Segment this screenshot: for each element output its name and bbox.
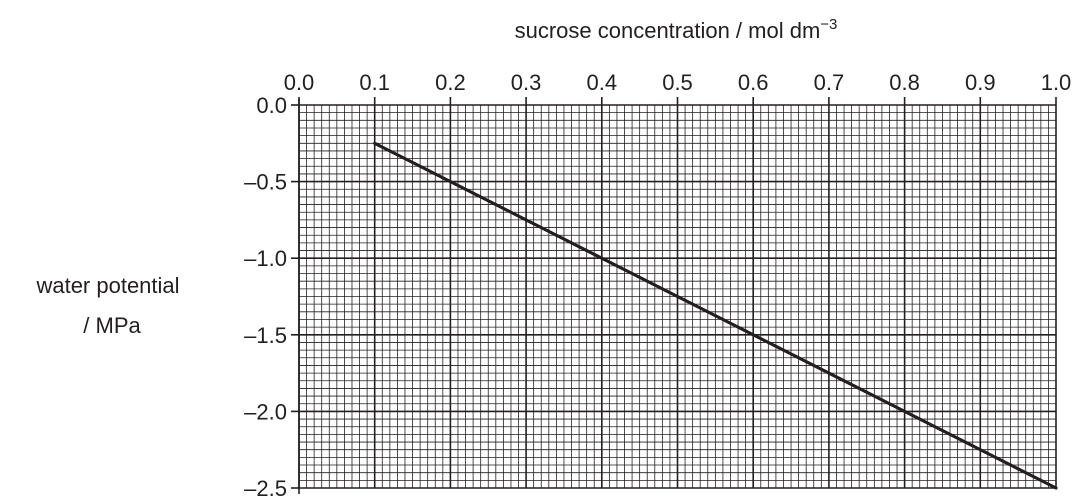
axis-ticks <box>291 97 1057 494</box>
y-tick-label: –1.0 <box>244 246 287 271</box>
x-tick-label: 1.0 <box>1041 70 1072 95</box>
x-tick-label: 0.5 <box>662 70 693 95</box>
y-tick-label: 0.0 <box>256 93 287 118</box>
x-axis-title-text: sucrose concentration / mol dm <box>515 18 821 43</box>
y-tick-labels: 0.0 –0.5 –1.0 –1.5 –2.0 –2.5 <box>244 93 287 501</box>
x-tick-label: 0.1 <box>359 70 390 95</box>
x-tick-label: 0.4 <box>587 70 618 95</box>
x-tick-label: 0.8 <box>889 70 920 95</box>
y-tick-label: –2.0 <box>244 399 287 424</box>
x-tick-label: 0.2 <box>435 70 466 95</box>
x-tick-label: 0.0 <box>284 70 315 95</box>
x-tick-label: 0.6 <box>738 70 769 95</box>
y-axis-title-line-2: / MPa <box>83 313 141 338</box>
y-tick-label: –1.5 <box>244 323 287 348</box>
y-axis-title-line-1: water potential <box>35 273 179 298</box>
y-tick-label: –2.5 <box>244 476 287 501</box>
x-axis-title-superscript: −3 <box>820 16 837 33</box>
data-series <box>373 141 1058 490</box>
x-tick-label: 0.3 <box>511 70 542 95</box>
series-line <box>373 141 1058 490</box>
x-tick-label: 0.7 <box>814 70 845 95</box>
x-axis-title: sucrose concentration / mol dm−3 <box>515 16 838 43</box>
grid-major <box>298 104 1057 489</box>
x-tick-labels: 0.0 0.1 0.2 0.3 0.4 0.5 0.6 0.7 0.8 0.9 1.0 <box>284 70 1072 95</box>
x-tick-label: 0.9 <box>965 70 996 95</box>
y-tick-label: –0.5 <box>244 170 287 195</box>
